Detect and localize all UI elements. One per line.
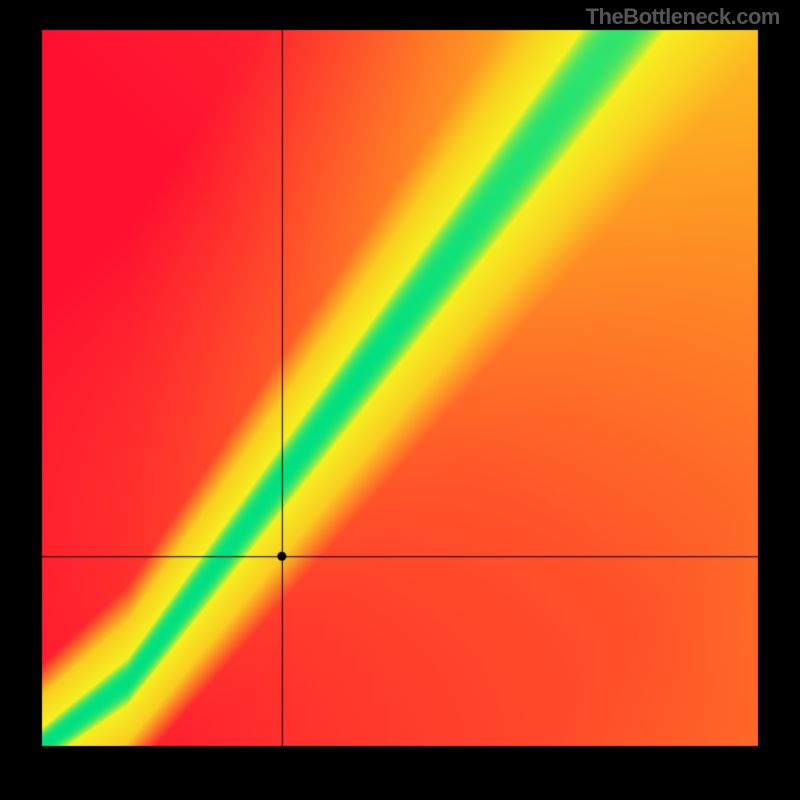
- bottleneck-heatmap: [0, 0, 800, 800]
- chart-container: TheBottleneck.com: [0, 0, 800, 800]
- watermark-text: TheBottleneck.com: [586, 4, 780, 30]
